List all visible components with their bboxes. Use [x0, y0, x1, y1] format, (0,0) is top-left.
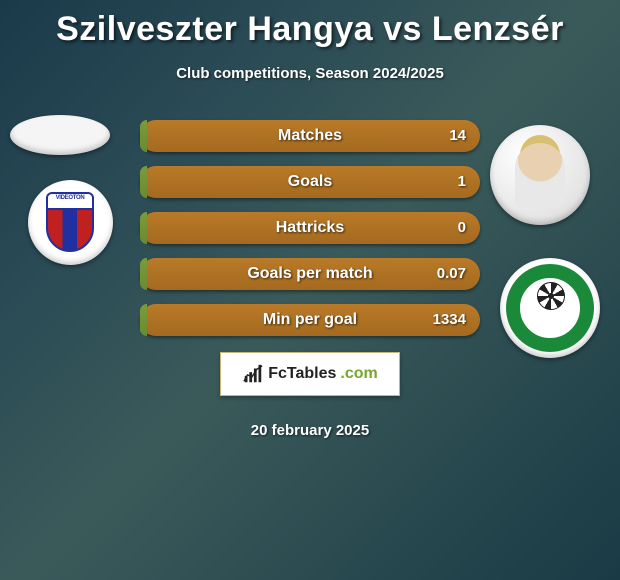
stat-label: Hattricks [140, 212, 480, 244]
stat-label: Goals per match [140, 258, 480, 290]
infographic-date: 20 february 2025 [0, 422, 620, 439]
brand-name: FcTables [268, 365, 336, 383]
videoton-shield-icon [46, 192, 94, 252]
fctables-brand-badge: FcTables.com [220, 352, 400, 396]
stat-right-value: 0 [458, 212, 466, 244]
player-left-portrait [10, 115, 110, 155]
stat-row-hattricks: Hattricks 0 [140, 212, 480, 244]
stats-table: Matches 14 Goals 1 Hattricks 0 Goals per… [140, 120, 480, 350]
player-left-club-badge [28, 180, 113, 265]
stat-row-min-per-goal: Min per goal 1334 [140, 304, 480, 336]
stat-label: Matches [140, 120, 480, 152]
stat-label: Goals [140, 166, 480, 198]
stat-right-value: 0.07 [437, 258, 466, 290]
subtitle: Club competitions, Season 2024/2025 [0, 65, 620, 82]
stat-right-value: 14 [449, 120, 466, 152]
brand-suffix: .com [340, 365, 377, 383]
paks-ring-icon [506, 264, 594, 352]
player-right-club-badge [500, 258, 600, 358]
stat-row-matches: Matches 14 [140, 120, 480, 152]
stat-row-goals-per-match: Goals per match 0.07 [140, 258, 480, 290]
stat-label: Min per goal [140, 304, 480, 336]
stat-right-value: 1 [458, 166, 466, 198]
page-title: Szilveszter Hangya vs Lenzsér [0, 0, 620, 49]
bar-chart-icon [242, 363, 264, 385]
stat-right-value: 1334 [433, 304, 466, 336]
stat-row-goals: Goals 1 [140, 166, 480, 198]
player-right-portrait [490, 125, 590, 225]
